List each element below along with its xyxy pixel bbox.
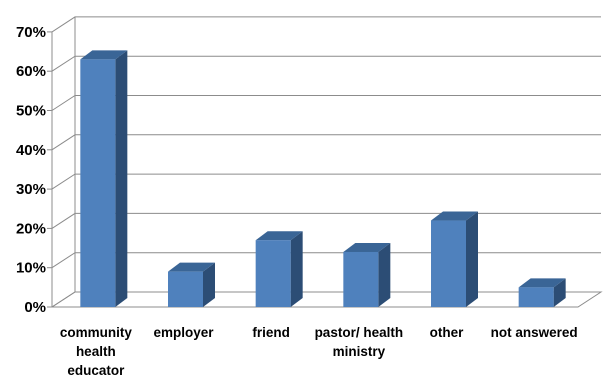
bars [80, 50, 566, 307]
bar [431, 211, 478, 307]
x-category-labels: community health educator employer friend pas… [60, 325, 578, 378]
x-category-label: community health educator [60, 325, 133, 378]
bar [255, 231, 303, 307]
bar-front [80, 59, 116, 307]
bar-top [431, 211, 478, 221]
x-category-label: pastor/ health ministry [315, 325, 404, 359]
bar [343, 242, 391, 307]
bar-front [343, 251, 379, 307]
bar-side [115, 50, 128, 307]
floor-plane [50, 291, 603, 308]
bar-side [553, 278, 566, 307]
bar-front [255, 240, 291, 307]
gridline [51, 95, 601, 111]
y-tick-labels: 0% 10% 20% 30% 40% 50% 60% 70% [16, 24, 46, 316]
gridline [51, 212, 601, 229]
bar-front [168, 271, 203, 307]
gridline [51, 16, 601, 33]
bar-side [378, 242, 391, 307]
y-tick-label: 50% [16, 103, 46, 120]
bar-top [518, 278, 566, 288]
gridline [51, 252, 601, 269]
bar-top [255, 231, 303, 241]
y-tick-label: 60% [16, 63, 46, 80]
gridline [51, 55, 601, 72]
x-category-label: friend [252, 325, 290, 340]
y-tick-label: 0% [24, 299, 46, 316]
bar-top [80, 50, 128, 60]
x-category-label: employer [153, 325, 214, 340]
y-tick-label: 40% [16, 142, 46, 159]
y-tick-label: 70% [16, 24, 46, 41]
x-category-label: not answered [491, 325, 578, 340]
gridline [51, 173, 601, 190]
gridline [51, 291, 601, 308]
bar [168, 262, 215, 307]
y-tick-label: 10% [16, 260, 46, 277]
bar-front [518, 287, 554, 307]
bar-front [431, 220, 466, 307]
axes [47, 16, 603, 308]
bar [518, 278, 566, 307]
bar-side [466, 211, 478, 307]
bar-top [168, 262, 215, 272]
x-category-label: other [430, 325, 464, 340]
bar-side [203, 262, 215, 307]
gridlines [51, 16, 601, 308]
bar-top [343, 242, 391, 252]
gridline [51, 134, 601, 151]
y-tick-label: 20% [16, 220, 46, 237]
bar [80, 50, 128, 307]
bar-side [290, 231, 303, 307]
y-tick-label: 30% [16, 181, 46, 198]
